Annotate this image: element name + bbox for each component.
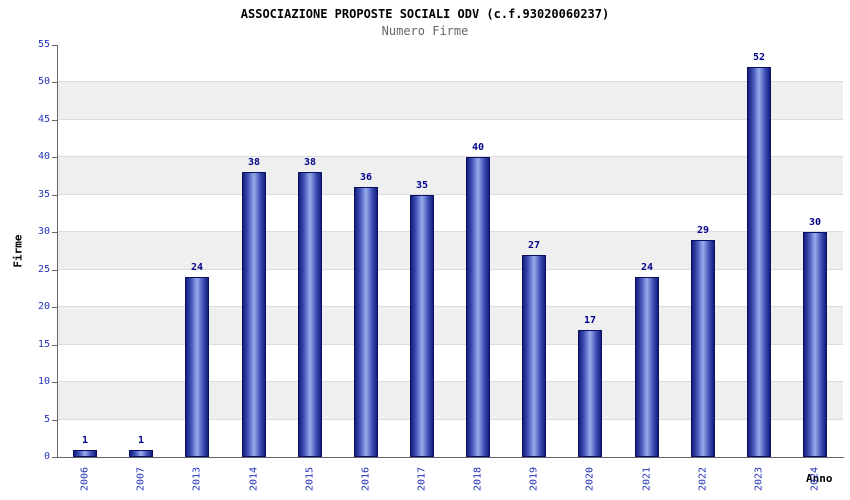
y-tick-label: 0 [43, 451, 50, 462]
x-tick-label: 2018 [472, 466, 484, 492]
x-tick-label: 2016 [360, 466, 372, 492]
bar [73, 450, 97, 457]
bar-value-label: 27 [527, 240, 541, 251]
bar [803, 232, 827, 457]
gridline [57, 418, 843, 420]
bar [354, 187, 378, 457]
y-tick-label: 20 [37, 301, 50, 313]
background-band [57, 194, 843, 233]
background-band [57, 382, 843, 420]
bar [185, 277, 209, 457]
x-axis-title: Anno [806, 472, 833, 485]
bar-value-label: 36 [359, 172, 373, 183]
x-tick-label: 2019 [528, 466, 540, 492]
x-tick-label: 2024 [809, 466, 821, 492]
bar [410, 195, 434, 457]
bar-value-label: 29 [696, 225, 710, 236]
y-axis-line [57, 45, 58, 458]
background-band [57, 419, 843, 457]
y-tick-mark [52, 344, 57, 346]
bar-value-label: 38 [303, 157, 317, 168]
bar-value-label: 40 [471, 142, 485, 153]
bar-value-label: 30 [808, 217, 822, 228]
bar-value-label: 52 [752, 52, 766, 63]
chart-subtitle: Numero Firme [381, 24, 469, 38]
y-tick-mark [52, 419, 57, 421]
bar-value-label: 24 [640, 262, 654, 273]
y-tick-mark [52, 194, 57, 196]
gridline [57, 231, 843, 233]
bar-value-label: 38 [247, 157, 261, 168]
background-band [57, 157, 843, 195]
gridline [57, 156, 843, 158]
bar [129, 450, 153, 457]
y-tick-label: 15 [37, 338, 50, 350]
y-tick-label: 50 [37, 76, 50, 88]
x-tick-label: 2020 [584, 466, 596, 492]
y-tick-label: 5 [43, 413, 50, 425]
bar [747, 67, 771, 457]
background-band [57, 307, 843, 345]
bar [466, 157, 490, 457]
x-tick-label: 2014 [248, 466, 260, 492]
x-tick-label: 2022 [697, 466, 709, 492]
x-tick-label: 2006 [79, 466, 91, 492]
y-tick-label: 45 [37, 113, 50, 125]
bar-value-label: 17 [583, 315, 597, 326]
bar [635, 277, 659, 457]
plot-area [57, 45, 843, 457]
bar-value-label: 35 [415, 180, 429, 191]
chart-title: ASSOCIAZIONE PROPOSTE SOCIALI ODV (c.f.9… [240, 7, 610, 21]
x-tick-label: 2023 [753, 466, 765, 492]
background-band [57, 269, 843, 308]
y-tick-label: 30 [37, 226, 50, 238]
x-axis-line [57, 457, 844, 458]
bar-value-label: 24 [190, 262, 204, 273]
bar [691, 240, 715, 457]
bar-value-label: 1 [81, 435, 89, 446]
y-tick-label: 25 [37, 263, 50, 275]
y-tick-label: 55 [37, 39, 50, 50]
background-band [57, 344, 843, 383]
y-tick-label: 40 [37, 151, 50, 163]
background-band [57, 232, 843, 270]
gridline [57, 343, 843, 345]
bar [298, 172, 322, 457]
gridline [57, 193, 843, 195]
y-axis-title: Firme [11, 234, 25, 268]
y-tick-mark [52, 382, 57, 384]
background-band [57, 45, 843, 83]
background-band [57, 82, 843, 120]
bar-value-label: 1 [137, 435, 145, 446]
x-tick-label: 2015 [304, 466, 316, 492]
gridline [57, 306, 843, 308]
background-band [57, 119, 843, 158]
y-tick-mark [52, 307, 57, 309]
y-tick-label: 35 [37, 188, 50, 200]
y-tick-mark [52, 157, 57, 159]
gridline [57, 81, 843, 83]
x-tick-label: 2007 [135, 466, 147, 492]
gridline [57, 268, 843, 270]
x-tick-label: 2021 [641, 466, 653, 492]
y-tick-mark [52, 45, 57, 46]
y-tick-mark [52, 232, 57, 234]
y-tick-mark [52, 82, 57, 84]
bar [522, 255, 546, 457]
gridline [57, 118, 843, 120]
y-tick-label: 10 [37, 376, 50, 388]
x-tick-label: 2017 [416, 466, 428, 492]
bar [578, 330, 602, 457]
y-tick-mark [52, 457, 57, 458]
y-tick-mark [52, 119, 57, 121]
y-tick-mark [52, 269, 57, 271]
gridline [57, 381, 843, 383]
bar [242, 172, 266, 457]
x-tick-label: 2013 [191, 466, 203, 492]
